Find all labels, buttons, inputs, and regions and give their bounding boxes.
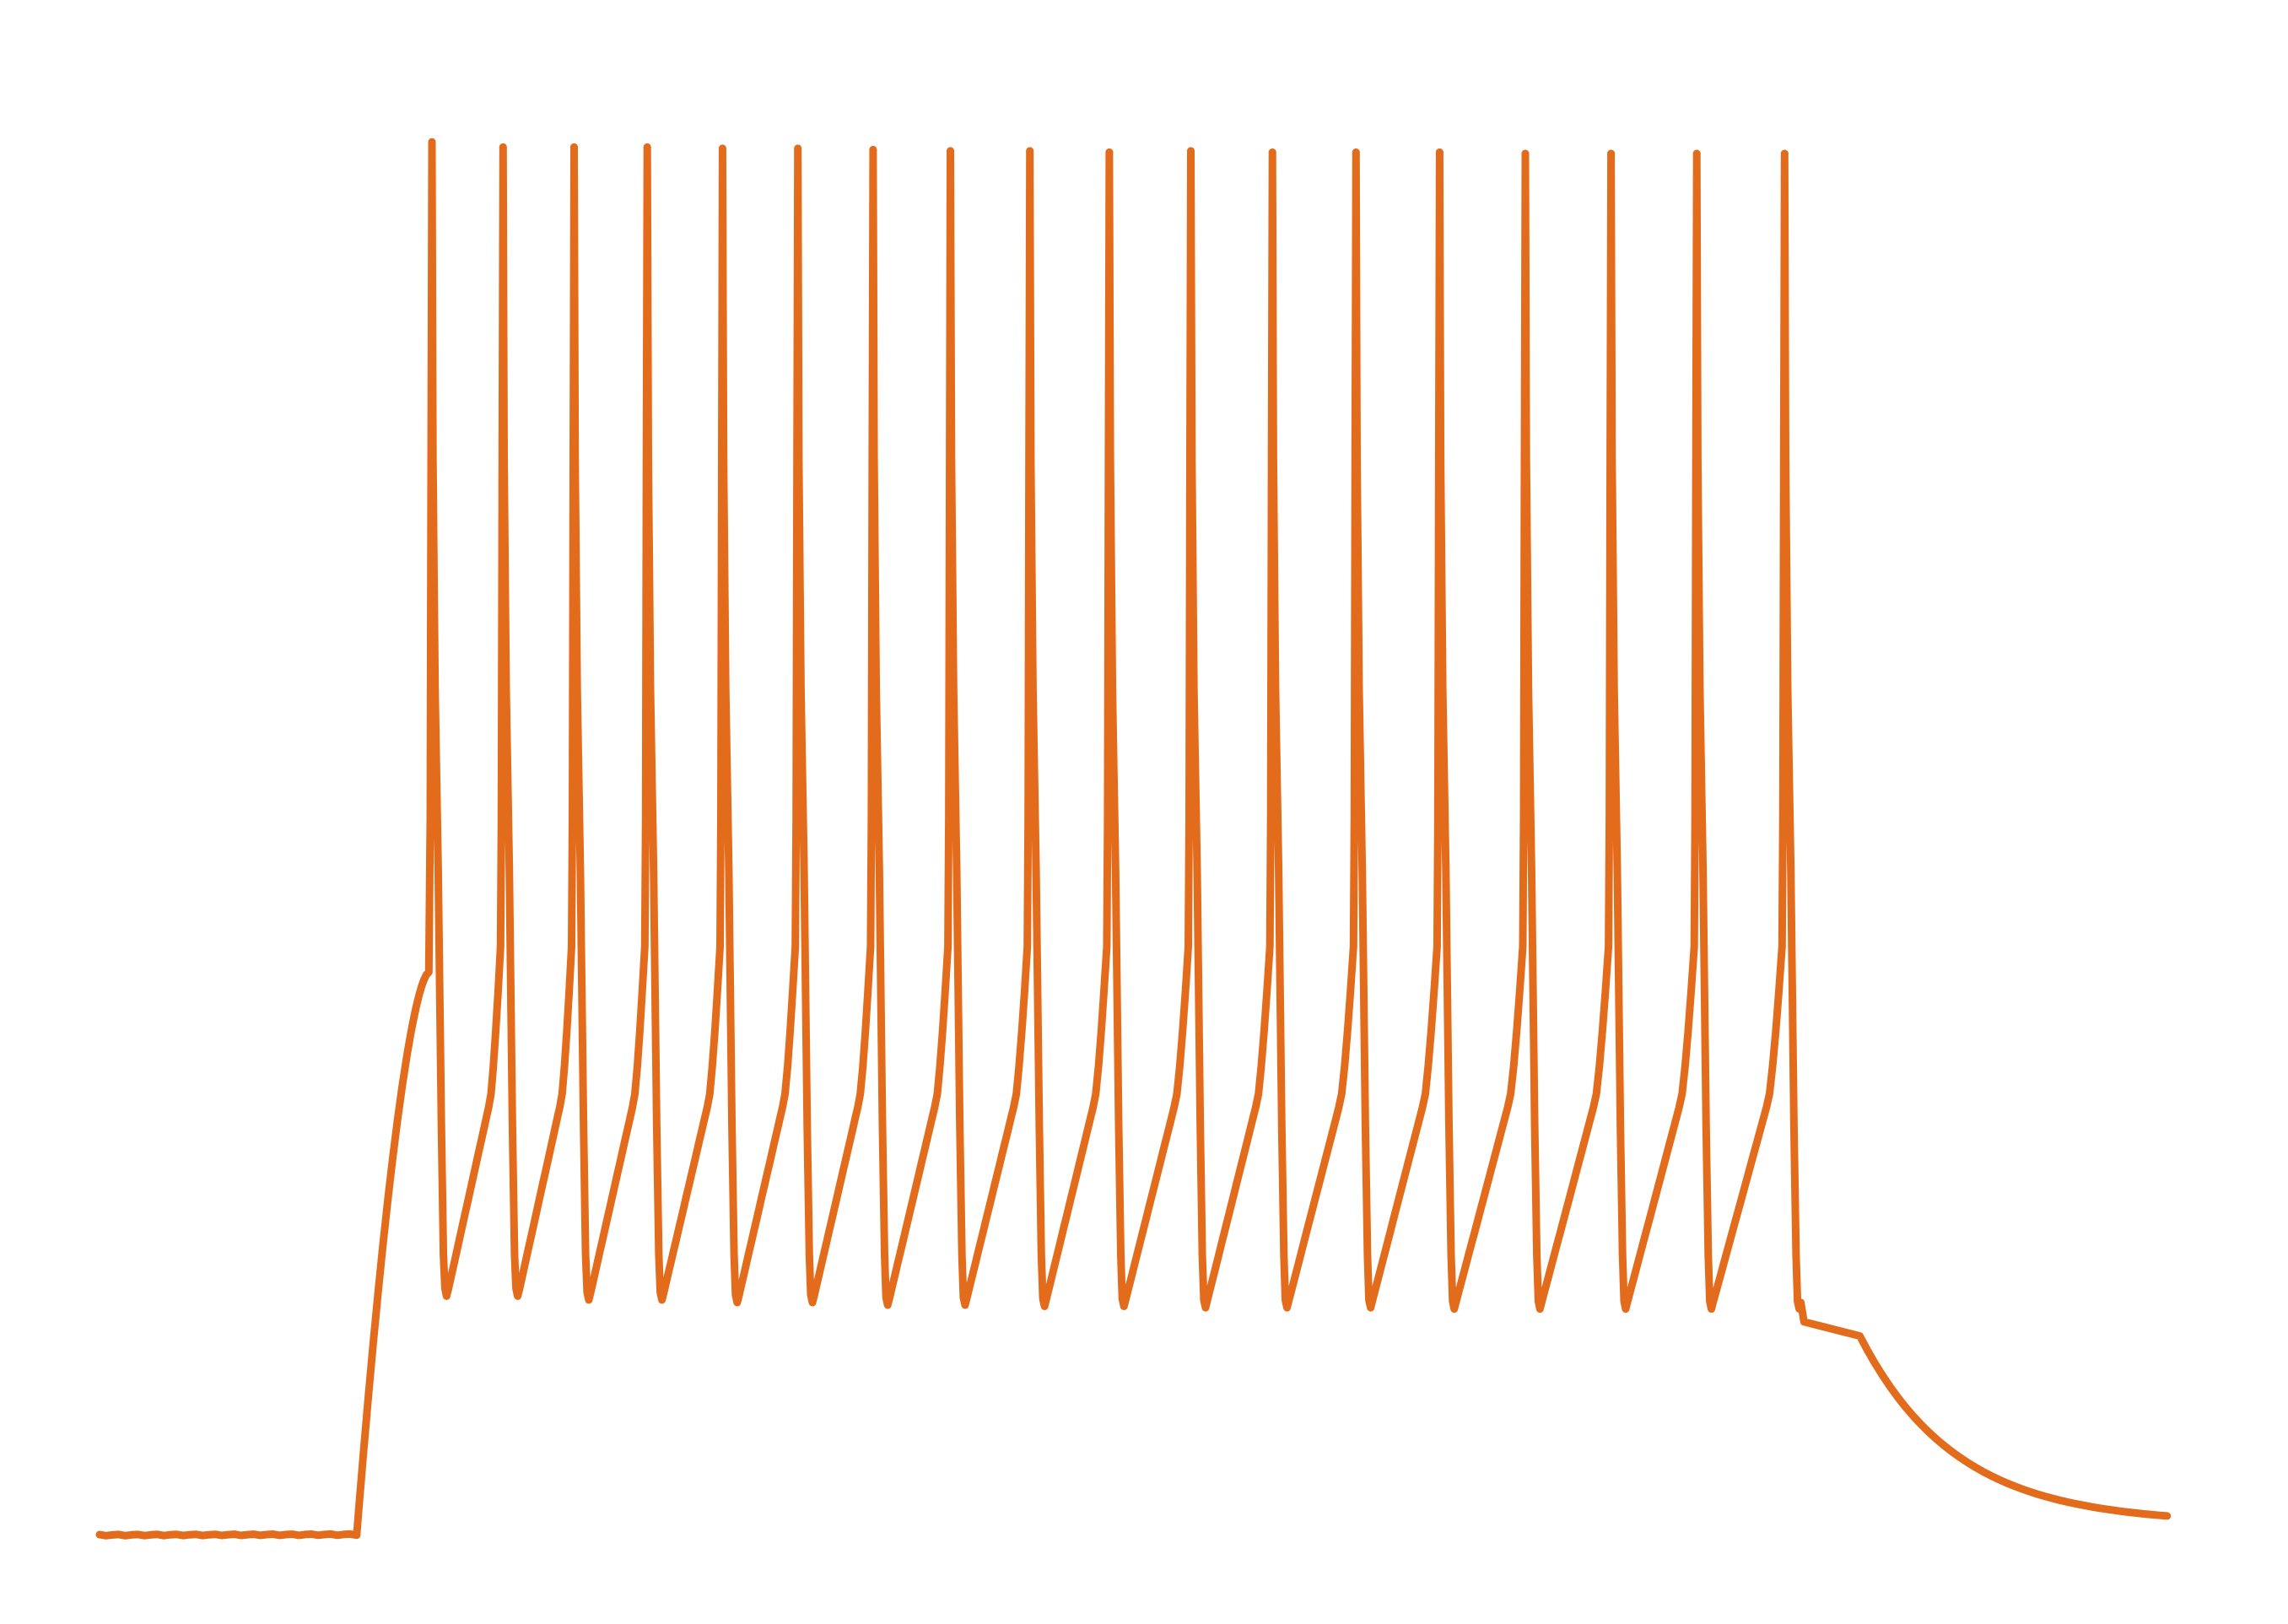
series-line [95, 138, 2172, 1540]
spike-peak-point [947, 147, 954, 155]
spike-peak-point [1435, 148, 1443, 156]
spike-peak-point [1692, 149, 1701, 158]
spike-peak-point [428, 138, 436, 146]
spike-peak-point [1026, 147, 1034, 155]
spike-peak-point [643, 143, 651, 151]
spike-peak-point [718, 144, 726, 153]
spike-peak-point [1352, 148, 1360, 156]
spike-peak-point [869, 145, 877, 154]
spike-peak-point [1780, 149, 1789, 158]
spike-peak-point [1187, 147, 1195, 155]
spike-peak-point [794, 144, 802, 153]
series-layer [95, 138, 2172, 1540]
spike-peak-point [1521, 149, 1530, 158]
spike-peak-point [499, 143, 507, 151]
spike-peak-point [1105, 148, 1114, 156]
spike-peak-point [1268, 148, 1276, 156]
spike-peak-point [570, 143, 578, 151]
spike-peak-point [1607, 149, 1616, 158]
